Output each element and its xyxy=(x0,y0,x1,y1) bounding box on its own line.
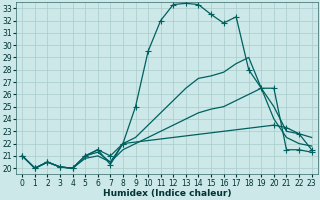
X-axis label: Humidex (Indice chaleur): Humidex (Indice chaleur) xyxy=(103,189,231,198)
